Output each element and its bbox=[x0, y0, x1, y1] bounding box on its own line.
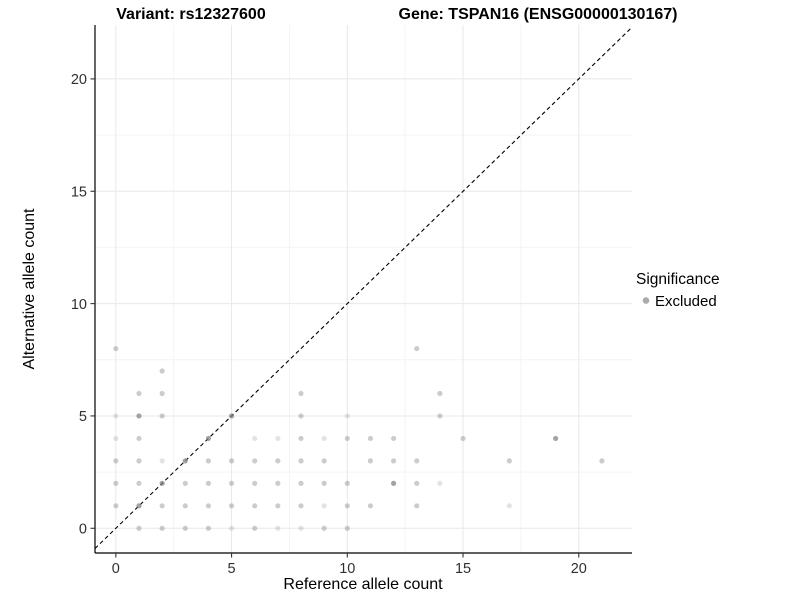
plot-title-variant: Variant: rs12327600 bbox=[116, 6, 266, 23]
plot-title-gene: Gene: TSPAN16 (ENSG00000130167) bbox=[399, 6, 678, 23]
svg-text:20: 20 bbox=[71, 72, 87, 88]
legend-title: Significance bbox=[636, 271, 720, 288]
legend-point-icon bbox=[642, 297, 650, 304]
svg-text:10: 10 bbox=[71, 297, 87, 313]
y-axis-label: Alternative allele count bbox=[21, 208, 38, 370]
legend: Significance Excluded bbox=[636, 271, 720, 310]
svg-text:20: 20 bbox=[571, 561, 587, 577]
svg-text:5: 5 bbox=[79, 409, 87, 425]
svg-text:10: 10 bbox=[339, 561, 355, 577]
svg-text:15: 15 bbox=[455, 561, 471, 577]
svg-text:15: 15 bbox=[71, 184, 87, 200]
axes: 0 5 10 15 20 0 5 10 15 20 bbox=[71, 25, 632, 577]
svg-text:0: 0 bbox=[79, 521, 87, 537]
identity-line bbox=[94, 26, 633, 549]
data-points bbox=[113, 345, 605, 531]
svg-text:5: 5 bbox=[228, 561, 236, 577]
gridlines bbox=[95, 25, 632, 553]
svg-text:0: 0 bbox=[112, 561, 120, 577]
legend-item-label: Excluded bbox=[655, 293, 717, 310]
x-axis-label: Reference allele count bbox=[283, 576, 443, 593]
